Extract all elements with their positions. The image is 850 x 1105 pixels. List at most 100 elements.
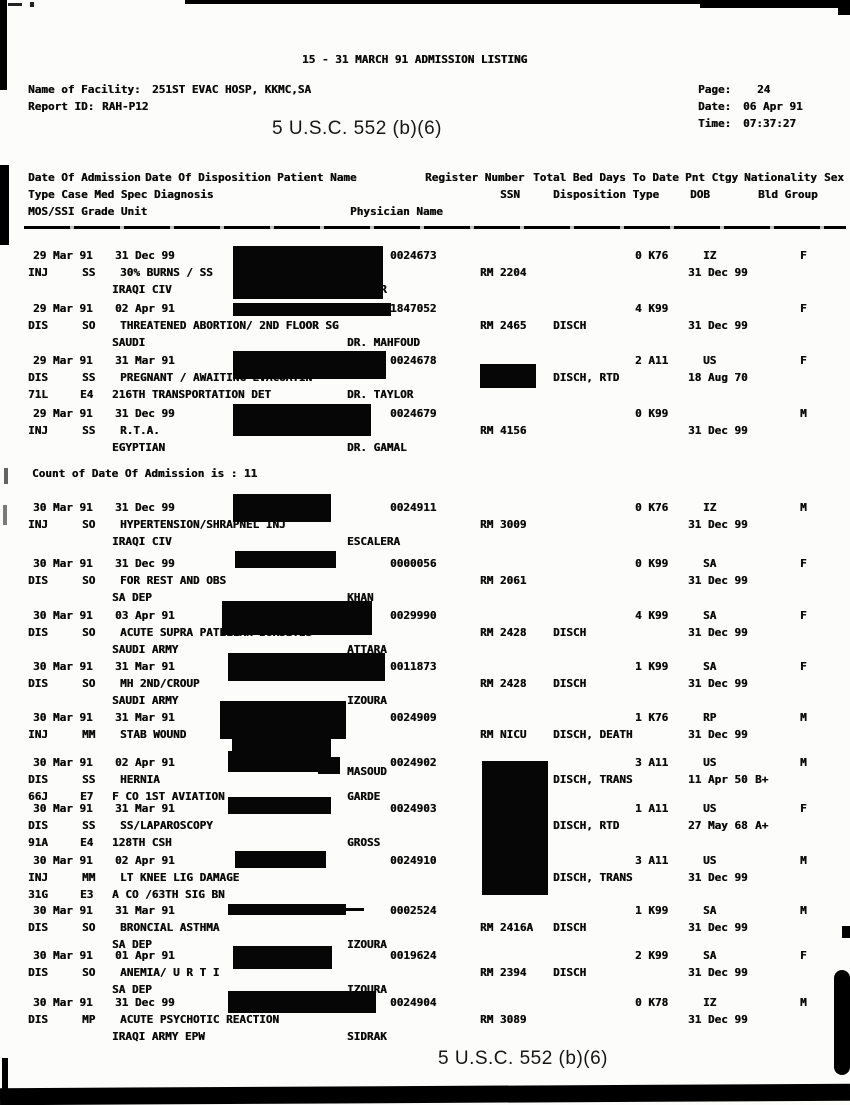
page-label: Page: [698,83,732,96]
nationality: US [703,354,717,367]
physician-name: GARDE [347,790,381,803]
sex: F [800,660,807,673]
type-case: DIS [28,626,48,639]
nationality: US [703,802,717,815]
admission-record: 29 Mar 91 31 Mar 91 0024678 2 A11 US F DIS SS P… [0,353,850,405]
mos: 66J [28,790,48,803]
room-number: RM 3009 [480,518,527,531]
register-number: 0024903 [390,802,437,815]
med-spec: SO [82,921,96,934]
unit: SAUDI ARMY [112,694,179,707]
physician-name: ESCALERA [347,535,400,548]
diagnosis: BRONCIAL ASTHMA [120,921,220,934]
unit: IRAQI CIV [112,535,172,548]
register-number: 0024902 [390,756,437,769]
disposition-date: 02 Apr 91 [115,302,175,315]
nationality: SA [703,904,717,917]
bed-days-category: 1 K99 [635,660,669,673]
type-case: DIS [28,677,48,690]
disposition-date: 31 Dec 99 [115,249,175,262]
disposition-date: 03 Apr 91 [115,609,175,622]
col-nationality: Nationality [744,171,817,184]
type-case: INJ [28,728,48,741]
admission-date: 29 Mar 91 [33,249,93,262]
admission-record: 30 Mar 91 01 Apr 91 0019624 2 K99 SA F DIS SO A… [0,948,850,1000]
report-date: 06 Apr 91 [743,100,803,113]
admission-record: 30 Mar 91 31 Mar 91 0011873 1 K99 SA F DIS SO M… [0,659,850,711]
med-spec: SO [82,677,96,690]
physician-name: IZOURA [347,694,387,707]
nationality: SA [703,949,717,962]
scan-artifact [185,0,850,4]
disposition-date: 31 Mar 91 [115,802,175,815]
room-number: RM 3089 [480,1013,527,1026]
bed-days-category: 0 K99 [635,407,669,420]
scan-artifact [30,2,34,7]
col-dob: DOB [690,188,710,201]
room-number: RM 2428 [480,626,527,639]
nationality: US [703,854,717,867]
col-disposition: Date Of Disposition [145,171,271,184]
admission-record: 30 Mar 91 31 Dec 99 0000056 0 K99 SA F DIS SO F… [0,556,850,608]
redaction-box [228,653,385,681]
admission-date: 30 Mar 91 [33,609,93,622]
admission-record: 30 Mar 91 31 Dec 99 0024911 0 K76 IZ M INJ SO H… [0,500,850,552]
bed-days-category: 1 A11 [635,802,669,815]
nationality: SA [703,609,717,622]
diagnosis: HERNIA [120,773,160,786]
admission-date: 29 Mar 91 [33,354,93,367]
col-admission: Date Of Admission [28,171,141,184]
report-id-value: RAH-P12 [102,100,149,113]
register-number: 0024911 [390,501,437,514]
dob: 31 Dec 99 [688,966,748,979]
bed-days-category: 4 K99 [635,302,669,315]
unit: IRAQI CIV [112,283,172,296]
register-number: 0029990 [390,609,437,622]
admission-date: 30 Mar 91 [33,854,93,867]
diagnosis: SS/LAPAROSCOPY [120,819,213,832]
admission-record: 30 Mar 91 31 Mar 91 0024903 1 A11 US F DIS SS S… [0,801,850,853]
admission-record: 30 Mar 91 03 Apr 91 0029990 4 K99 SA F DIS SO A… [0,608,850,660]
admission-date: 30 Mar 91 [33,501,93,514]
bed-days-category: 0 K76 [635,501,669,514]
dob: 31 Dec 99 [688,518,748,531]
admission-record: 30 Mar 91 31 Dec 99 0024904 0 K78 IZ M DIS MP A… [0,995,850,1047]
redaction-box [228,751,326,772]
col-bld-group: Bld Group [758,188,818,201]
dob: 31 Dec 99 [688,677,748,690]
type-case: DIS [28,921,48,934]
med-spec: SO [82,518,96,531]
date-label: Date: [698,100,732,113]
redaction-box [233,303,391,316]
col-bed-days: Total Bed Days To Date [533,171,679,184]
med-spec: MP [82,1013,96,1026]
disposition-date: 02 Apr 91 [115,854,175,867]
type-case: INJ [28,518,48,531]
disposition-date: 31 Mar 91 [115,904,175,917]
admission-date: 30 Mar 91 [33,756,93,769]
physician-name: SIDRAK [347,1030,387,1043]
dob: 31 Dec 99 [688,574,748,587]
redaction-box [222,601,372,635]
diagnosis: STAB WOUND [120,728,187,741]
unit: SA DEP [112,938,152,951]
med-spec: SO [82,626,96,639]
redaction-box [480,364,536,388]
disposition-date: 31 Dec 99 [115,501,175,514]
col-mos-grade-unit: MOS/SSI Grade Unit [28,205,148,218]
disposition-type: DISCH, TRANS [553,871,633,884]
admission-date: 30 Mar 91 [33,904,93,917]
admission-record: 30 Mar 91 02 Apr 91 0024902 3 A11 US M DIS SS H… [0,755,850,807]
facility-label: Name of Facility: [28,83,141,96]
bed-days-category: 2 A11 [635,354,669,367]
grade: E4 [80,836,94,849]
col-disposition-type: Disposition Type [553,188,659,201]
unit: IRAQI ARMY EPW [112,1030,205,1043]
room-number: RM 2416A [480,921,533,934]
blood-group: A+ [755,819,769,832]
type-case: INJ [28,266,48,279]
redaction-box [235,851,326,868]
disposition-date: 31 Dec 99 [115,557,175,570]
scan-artifact [700,0,850,8]
